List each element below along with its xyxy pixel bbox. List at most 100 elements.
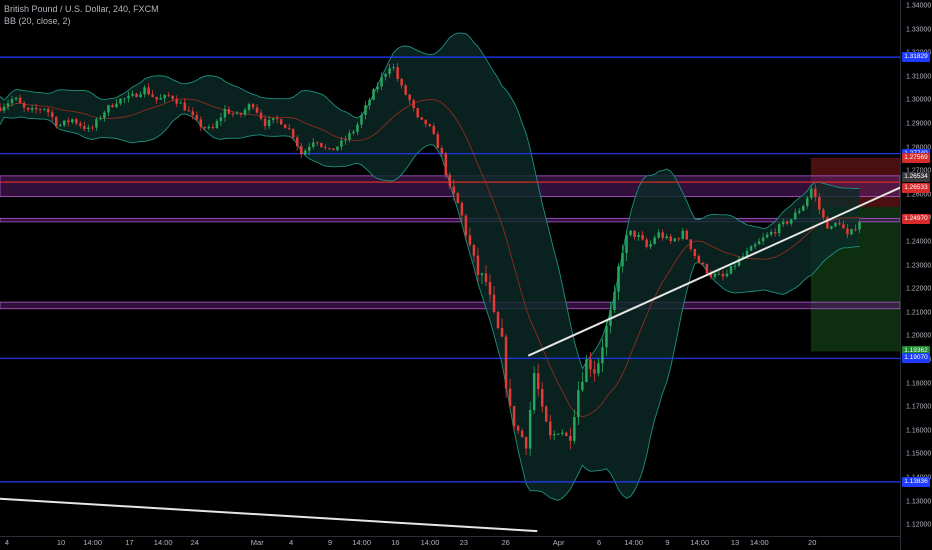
candle-body bbox=[777, 224, 781, 234]
bollinger-lower-band bbox=[0, 113, 860, 501]
candle-body bbox=[119, 98, 122, 104]
price-tick-label: 1.12000 bbox=[906, 521, 932, 529]
candle-body bbox=[565, 432, 568, 437]
candle-body bbox=[360, 115, 363, 125]
time-tick-label: 16 bbox=[391, 538, 400, 547]
candle-body bbox=[372, 89, 375, 100]
candle-body bbox=[665, 236, 668, 239]
candle-body bbox=[26, 107, 30, 110]
candle-body bbox=[408, 94, 411, 101]
candle-body bbox=[111, 105, 114, 108]
candle-body bbox=[83, 125, 86, 130]
candle-body bbox=[613, 291, 616, 311]
candle-body bbox=[46, 108, 50, 113]
candle-body bbox=[143, 87, 146, 95]
candle-body bbox=[34, 107, 38, 110]
candle-body bbox=[87, 127, 90, 130]
candle-body bbox=[472, 244, 476, 256]
candle-body bbox=[203, 127, 207, 129]
candle-body bbox=[336, 146, 339, 151]
candle-body bbox=[629, 230, 632, 236]
time-axis-divider bbox=[0, 536, 900, 537]
candle-body bbox=[789, 219, 793, 224]
candle-body bbox=[785, 221, 789, 224]
candle-body bbox=[324, 146, 327, 148]
candle-body bbox=[412, 100, 415, 109]
candle-body bbox=[368, 99, 371, 106]
price-tick-label: 1.15000 bbox=[906, 450, 932, 458]
candle-body bbox=[858, 222, 861, 230]
candle-body bbox=[211, 127, 215, 129]
candle-body bbox=[508, 388, 512, 407]
candle-body bbox=[585, 359, 588, 382]
candle-body bbox=[448, 174, 452, 187]
candle-body bbox=[215, 121, 219, 129]
candle-body bbox=[103, 112, 106, 119]
candle-body bbox=[207, 127, 211, 129]
candle-body bbox=[392, 67, 395, 69]
candle-body bbox=[488, 282, 492, 295]
candle-body bbox=[312, 142, 315, 147]
candle-body bbox=[255, 107, 259, 113]
candle-body bbox=[528, 409, 532, 449]
candle-body bbox=[842, 224, 845, 229]
candle-body bbox=[544, 406, 548, 422]
candle-body bbox=[291, 129, 295, 138]
candle-body bbox=[179, 102, 182, 104]
candle-body bbox=[54, 117, 58, 127]
time-tick-label: Apr bbox=[552, 538, 565, 547]
candle-body bbox=[0, 107, 2, 111]
candle-body bbox=[91, 127, 94, 129]
candle-body bbox=[773, 232, 777, 234]
candle-body bbox=[769, 232, 773, 235]
candle-body bbox=[79, 123, 82, 126]
candle-body bbox=[741, 256, 745, 259]
candle-body bbox=[725, 273, 729, 277]
price-tag: 1.19362 bbox=[902, 346, 930, 357]
price-tag: 1.19070 bbox=[902, 353, 930, 364]
price-plot[interactable] bbox=[0, 0, 900, 537]
candle-body bbox=[745, 250, 749, 257]
candle-body bbox=[633, 230, 636, 237]
time-tick-label: 20 bbox=[808, 538, 817, 547]
candle-body bbox=[99, 118, 102, 120]
candle-body bbox=[444, 153, 448, 175]
time-tick-label: 17 bbox=[125, 538, 134, 547]
trendline bbox=[527, 186, 900, 357]
candle-body bbox=[127, 95, 130, 99]
candle-body bbox=[320, 142, 323, 147]
candle-body bbox=[259, 112, 263, 119]
candle-body bbox=[597, 363, 600, 374]
candle-body bbox=[729, 266, 733, 274]
candle-body bbox=[2, 106, 6, 111]
price-tick-label: 1.23000 bbox=[906, 262, 932, 270]
candle-body bbox=[263, 118, 267, 127]
candle-body bbox=[617, 266, 620, 292]
candle-body bbox=[846, 228, 849, 235]
candle-body bbox=[673, 238, 676, 242]
candle-body bbox=[701, 262, 705, 265]
candle-body bbox=[420, 117, 423, 120]
candle-body bbox=[818, 196, 821, 210]
candle-body bbox=[581, 381, 584, 391]
candle-body bbox=[424, 119, 427, 125]
candle-body bbox=[42, 108, 46, 110]
candle-body bbox=[484, 273, 488, 283]
price-tick-label: 1.29000 bbox=[906, 120, 932, 128]
price-tag: 1.27569 bbox=[902, 152, 930, 163]
price-tick-label: 1.24000 bbox=[906, 238, 932, 246]
candle-body bbox=[685, 230, 689, 240]
price-tick-label: 1.13000 bbox=[906, 498, 932, 506]
candle-body bbox=[621, 252, 624, 267]
candle-body bbox=[713, 273, 717, 277]
candle-body bbox=[283, 124, 287, 129]
candle-body bbox=[830, 226, 833, 229]
time-tick-label: 4 bbox=[288, 538, 294, 547]
time-tick-label: 13 bbox=[730, 538, 740, 547]
candle-body bbox=[657, 232, 660, 238]
candle-body bbox=[432, 126, 436, 135]
candle-body bbox=[400, 78, 403, 86]
bollinger-band-fill bbox=[0, 32, 860, 501]
candle-body bbox=[492, 294, 496, 313]
